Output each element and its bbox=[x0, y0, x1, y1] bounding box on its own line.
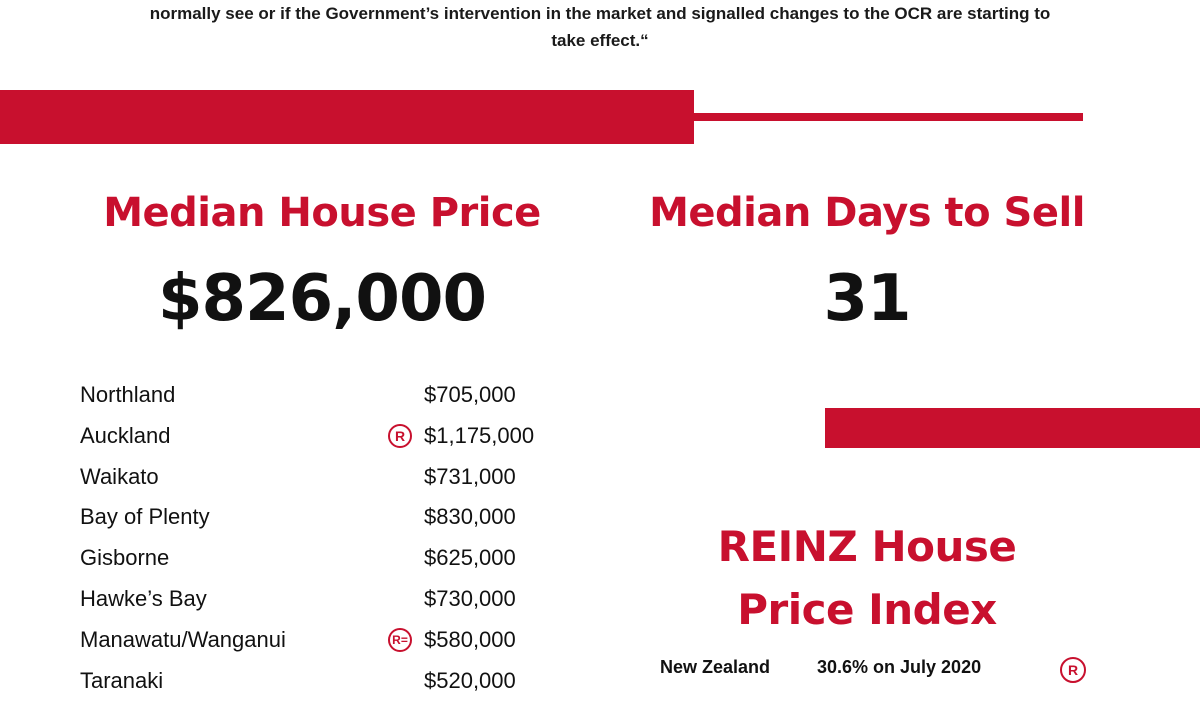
decorative-bar-right bbox=[825, 408, 1200, 448]
region-name: Gisborne bbox=[80, 545, 170, 571]
region-price: $625,000 bbox=[424, 545, 516, 571]
list-item: Hawke’s Bay $730,000 bbox=[80, 579, 560, 620]
list-item: Gisborne $625,000 bbox=[80, 538, 560, 579]
hpi-row-value: 30.6% on July 2020 bbox=[817, 657, 982, 677]
region-name: Hawke’s Bay bbox=[80, 585, 207, 611]
region-price: $730,000 bbox=[424, 585, 516, 611]
regional-price-list: Northland $705,000 Auckland R $1,175,000… bbox=[80, 375, 560, 701]
list-item: Auckland R $1,175,000 bbox=[80, 416, 560, 457]
region-name: Manawatu/Wanganui bbox=[80, 626, 286, 652]
list-item: Taranaki $520,000 bbox=[80, 661, 560, 701]
region-price: $520,000 bbox=[424, 667, 516, 693]
decorative-bar-thin bbox=[694, 113, 1083, 121]
quote-line-1: normally see or if the Government’s inte… bbox=[149, 4, 1051, 23]
decorative-bar-thick bbox=[0, 90, 694, 144]
hpi-row-label: New Zealand bbox=[660, 657, 771, 677]
median-days-to-sell-value: 31 bbox=[823, 262, 911, 336]
hpi-row-new-zealand: New Zealand 30.6% on July 2020 R bbox=[660, 657, 1100, 683]
list-item: Waikato $731,000 bbox=[80, 457, 560, 498]
region-price: $731,000 bbox=[424, 463, 516, 489]
house-price-index-heading: REINZ House Price Index bbox=[644, 515, 1090, 641]
record-equal-icon: R= bbox=[388, 627, 412, 652]
intro-quote: normally see or if the Government’s inte… bbox=[60, 0, 1140, 54]
region-name: Waikato bbox=[80, 463, 159, 489]
median-house-price-value: $826,000 bbox=[157, 262, 487, 336]
region-price: $580,000 bbox=[424, 626, 516, 652]
list-item: Manawatu/Wanganui R= $580,000 bbox=[80, 620, 560, 661]
list-item: Bay of Plenty $830,000 bbox=[80, 497, 560, 538]
region-name: Bay of Plenty bbox=[80, 504, 210, 530]
hpi-heading-line-2: Price Index bbox=[737, 585, 997, 634]
region-price: $705,000 bbox=[424, 382, 516, 407]
record-icon: R bbox=[388, 423, 412, 448]
record-icon: R bbox=[1060, 657, 1086, 683]
region-name: Northland bbox=[80, 382, 176, 407]
hpi-heading-line-1: REINZ House bbox=[717, 522, 1017, 571]
region-price: $830,000 bbox=[424, 504, 516, 530]
median-house-price-heading: Median House Price bbox=[103, 190, 541, 236]
median-days-to-sell-heading: Median Days to Sell bbox=[649, 190, 1085, 236]
region-price: $1,175,000 bbox=[424, 422, 535, 448]
quote-line-2: take effect.“ bbox=[551, 31, 649, 50]
list-item: Northland $705,000 bbox=[80, 375, 560, 416]
region-name: Taranaki bbox=[80, 667, 164, 693]
region-name: Auckland bbox=[80, 422, 171, 448]
